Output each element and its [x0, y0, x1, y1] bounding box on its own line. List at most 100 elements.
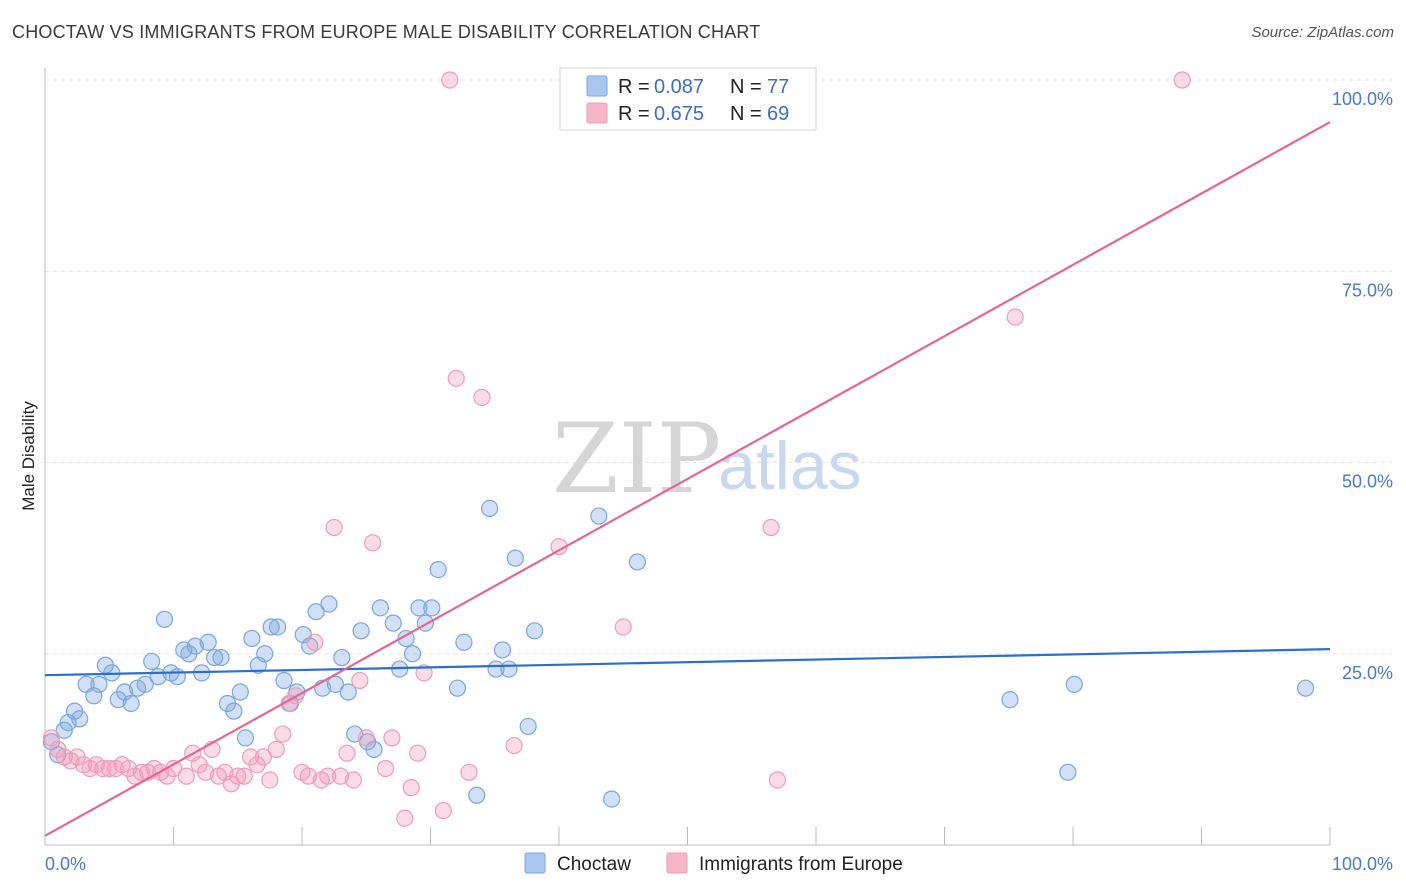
data-point: [364, 534, 382, 552]
data-point: [229, 767, 247, 785]
data-point: [383, 729, 401, 747]
x-tick-label-min: 0.0%: [45, 854, 86, 874]
data-point: [628, 553, 646, 571]
legend-r-label: R =: [618, 103, 650, 125]
data-point: [410, 599, 428, 617]
data-point: [415, 664, 433, 682]
data-point: [177, 767, 195, 785]
data-point: [267, 740, 285, 758]
data-point: [768, 771, 787, 789]
data-point: [338, 744, 356, 762]
legend-r-value-choctaw: 0.087: [654, 76, 704, 98]
data-point: [319, 767, 337, 785]
legend-swatch-choctaw: [524, 852, 546, 874]
data-point: [326, 675, 345, 693]
data-point: [429, 560, 447, 579]
data-point: [168, 668, 186, 686]
watermark: ZIP atlas: [552, 403, 862, 515]
legend-label-choctaw: Choctaw: [557, 854, 631, 875]
y-tick-labels: 25.0% 50.0% 75.0% 100.0%: [1332, 89, 1393, 683]
legend-n-value-europe: 69: [767, 103, 789, 125]
data-point: [254, 748, 273, 766]
data-point: [268, 618, 287, 636]
data-point: [306, 633, 324, 651]
data-point: [614, 618, 632, 636]
data-point: [460, 763, 478, 781]
data-point: [525, 622, 544, 640]
y-axis-title: Male Disability: [19, 401, 38, 511]
legend-r-label: R =: [618, 76, 650, 98]
data-point: [493, 641, 512, 659]
data-point: [1059, 763, 1077, 781]
data-point: [71, 710, 89, 728]
data-point: [473, 388, 491, 407]
y-tick-label: 25.0%: [1342, 663, 1393, 683]
data-point: [1173, 71, 1191, 89]
data-point: [448, 679, 467, 697]
data-point: [235, 767, 253, 785]
grid-lines: [45, 79, 1392, 655]
chart-title: CHOCTAW VS IMMIGRANTS FROM EUROPE MALE D…: [12, 22, 761, 42]
data-points: [42, 71, 1315, 827]
data-point: [243, 629, 261, 648]
data-point: [403, 645, 422, 663]
data-point: [402, 779, 420, 797]
data-point: [590, 507, 608, 525]
data-point: [262, 618, 280, 636]
data-point: [455, 633, 473, 651]
legend-swatch-europe: [666, 852, 688, 874]
legend-n-label: N =: [730, 76, 762, 98]
data-point: [351, 671, 369, 690]
y-tick-label: 50.0%: [1342, 472, 1393, 492]
trend-line-choctaw: [44, 648, 1331, 677]
data-point: [197, 763, 215, 781]
data-point: [299, 767, 318, 785]
data-point: [90, 675, 108, 693]
x-tick-label-max: 100.0%: [1332, 854, 1393, 874]
legend-label-europe: Immigrants from Europe: [699, 854, 903, 875]
data-point: [396, 809, 414, 827]
data-point: [143, 652, 161, 671]
data-point: [339, 683, 357, 701]
data-point: [603, 790, 621, 808]
axes: [44, 68, 1331, 846]
data-point: [132, 763, 150, 781]
data-point: [447, 369, 465, 387]
data-point: [384, 614, 402, 632]
data-point: [371, 599, 389, 617]
data-point: [236, 729, 255, 747]
data-point: [320, 595, 338, 613]
chart-source: Source: ZipAtlas.com: [1251, 24, 1394, 41]
data-point: [325, 518, 343, 537]
data-point: [762, 518, 780, 537]
data-point: [122, 694, 140, 713]
data-point: [409, 744, 427, 762]
legend-r-value-europe: 0.675: [654, 103, 704, 125]
data-point: [136, 675, 154, 693]
data-point: [376, 759, 395, 778]
data-point: [94, 759, 112, 778]
data-point: [212, 648, 230, 667]
watermark-atlas: atlas: [718, 428, 862, 504]
legend-swatch-europe: [586, 102, 608, 124]
data-point: [468, 786, 486, 804]
data-point: [441, 71, 459, 89]
data-point: [344, 771, 362, 789]
y-tick-label: 100.0%: [1332, 89, 1393, 109]
trend-lines: [44, 121, 1331, 837]
data-point: [505, 736, 523, 755]
legend-swatch-choctaw: [586, 75, 608, 97]
data-point: [231, 683, 249, 701]
data-point: [261, 771, 279, 789]
data-point: [506, 549, 524, 567]
data-point: [500, 660, 518, 678]
legend-n-value-choctaw: 77: [767, 76, 789, 98]
data-point: [275, 671, 293, 690]
data-point: [331, 767, 350, 785]
data-point: [100, 759, 118, 778]
correlation-legend: R = 0.087 N = 77 R = 0.675 N = 69: [559, 67, 817, 131]
data-point: [423, 599, 441, 617]
watermark-zip: ZIP: [552, 403, 721, 515]
series-legend: Choctaw Immigrants from Europe: [524, 852, 903, 875]
